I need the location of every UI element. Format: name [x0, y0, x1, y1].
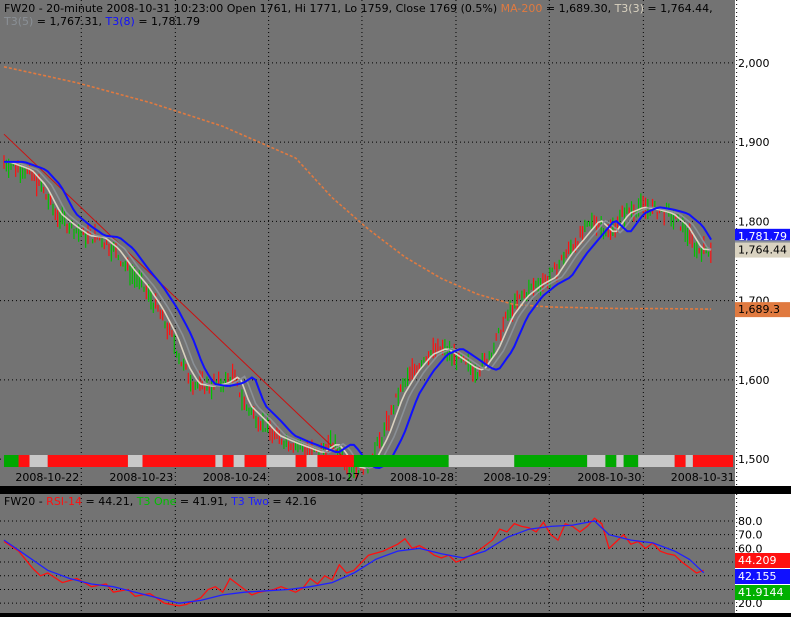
signal-segment-gray	[306, 455, 318, 467]
legend-t3-5-value: 1,767.31	[50, 15, 99, 28]
last-value-text: 1,689.3	[738, 303, 780, 316]
signal-segment-red	[142, 455, 216, 467]
rsi-header: FW20 - RSI-14 = 44.21, T3 One = 41.91, T…	[4, 495, 317, 508]
last-value-badge	[735, 228, 790, 244]
rsi-panel[interactable]	[0, 494, 735, 613]
rsi-tick-label: 80.0	[738, 515, 763, 528]
rsi-last-value-text: 42.155	[738, 570, 777, 583]
signal-segment-green	[4, 455, 19, 467]
series-line-t3-8-[interactable]	[4, 160, 712, 470]
legend-t3-5[interactable]: T3(5)	[3, 15, 33, 28]
price-tick-label: 1,600	[738, 374, 770, 387]
rsi-series-rsi-14[interactable]	[3, 517, 705, 607]
legend-t3-one[interactable]: T3 One	[136, 495, 177, 508]
date-tick-label: 2008-10-29	[483, 471, 547, 484]
price-tick-label: 2,000	[738, 57, 770, 70]
signal-segment-green	[605, 455, 617, 467]
signal-segment-gray	[587, 455, 606, 467]
legend-t3-8[interactable]: T3(8)	[105, 15, 135, 28]
legend-t3-8-value: 1,781.79	[151, 15, 200, 28]
header-dash: -	[39, 2, 46, 15]
rsi-tick-label: 70.0	[738, 529, 763, 542]
price-indicator-lines	[3, 66, 712, 470]
price-header-line2: T3(5) = 1,767.31, T3(8) = 1,781.79	[3, 15, 200, 28]
signal-segment-red	[244, 455, 267, 467]
signal-segment-red	[674, 455, 686, 467]
signal-segment-green	[623, 455, 639, 467]
signal-segment-red	[222, 455, 234, 467]
signal-segment-gray	[616, 455, 624, 467]
signal-strip	[4, 455, 733, 467]
last-value-badge	[735, 302, 790, 318]
signal-segment-gray	[685, 455, 693, 467]
legend-rsi14-value: 44.21	[98, 495, 130, 508]
signal-segment-red	[47, 455, 128, 467]
price-header-line1: FW20 - 20-minute 2008-10-31 10:23:00 Ope…	[4, 2, 713, 15]
date-tick-label: 2008-10-27	[296, 471, 360, 484]
header-symbol: FW20	[4, 2, 35, 15]
price-tick-label: 1,800	[738, 215, 770, 228]
rsi-last-value-badge	[735, 569, 790, 584]
legend-t3-3[interactable]: T3(3)	[614, 2, 644, 15]
header-high: Hi 1771	[295, 2, 338, 15]
header-close: Close 1769 (0.5%)	[396, 2, 497, 15]
date-tick-label: 2008-10-31	[671, 471, 735, 484]
rsi-last-value-badge	[735, 553, 790, 568]
legend-t3-3-value: 1,764.44	[660, 2, 709, 15]
price-last-value-labels: 1,781.791,767.311,764.441,689.3	[735, 228, 790, 318]
rsi-tick-label: 60.0	[738, 542, 763, 555]
price-tick-label: 1,500	[738, 453, 770, 466]
last-value-text: 1,781.79	[738, 230, 787, 243]
date-axis-labels: 2008-10-22 2008-10-23 2008-10-24 2008-10-27…	[15, 471, 734, 484]
rsi-grid	[0, 494, 738, 613]
series-line-ma-200[interactable]	[3, 66, 712, 310]
signal-segment-gray	[638, 455, 675, 467]
signal-segment-red	[18, 455, 30, 467]
legend-ma200-value: 1,689.30	[559, 2, 608, 15]
legend-t3-two[interactable]: T3 Two	[230, 495, 269, 508]
header-low: Lo 1759	[344, 2, 388, 15]
signal-segment-green	[353, 455, 449, 467]
rsi-last-value-text: 44.209	[738, 554, 777, 567]
rsi-series-t3-two[interactable]	[3, 520, 705, 604]
legend-rsi14[interactable]: RSI-14	[46, 495, 82, 508]
legend-ma200[interactable]: MA-200	[501, 2, 543, 15]
date-tick-label: 2008-10-23	[109, 471, 173, 484]
rsi-last-value-text: 41.9144	[738, 586, 784, 599]
signal-segment-red	[692, 455, 733, 467]
signal-segment-gray	[127, 455, 143, 467]
rsi-last-value-badge	[735, 585, 790, 600]
date-tick-label: 2008-10-28	[390, 471, 454, 484]
signal-segment-gray	[215, 455, 223, 467]
last-value-text: 1,764.44	[738, 244, 787, 257]
signal-segment-gray	[448, 455, 515, 467]
date-tick-label: 2008-10-24	[203, 471, 267, 484]
legend-t3-two-value: 42.16	[285, 495, 317, 508]
signal-segment-red	[317, 455, 354, 467]
signal-segment-gray	[233, 455, 245, 467]
legend-t3-one-value: 41.91	[193, 495, 225, 508]
rsi-header-symbol: FW20	[4, 495, 35, 508]
price-panel[interactable]	[0, 0, 735, 486]
header-open: Open 1761	[227, 2, 288, 15]
signal-segment-green	[514, 455, 588, 467]
date-tick-label: 2008-10-30	[577, 471, 641, 484]
signal-segment-gray	[29, 455, 48, 467]
header-timestamp: 2008-10-31 10:23:00	[106, 2, 223, 15]
rsi-lines	[3, 517, 705, 607]
date-tick-label: 2008-10-22	[15, 471, 79, 484]
rsi-last-value-labels: 44.209 42.155 41.9144	[735, 553, 790, 600]
signal-segment-red	[295, 455, 307, 467]
signal-segment-gray	[266, 455, 296, 467]
last-value-badge	[735, 242, 790, 258]
panel-separator	[0, 486, 791, 494]
price-tick-label: 1,900	[738, 136, 770, 149]
header-interval: 20-minute	[46, 2, 103, 15]
rsi-tick-label: 20.0	[738, 597, 763, 610]
